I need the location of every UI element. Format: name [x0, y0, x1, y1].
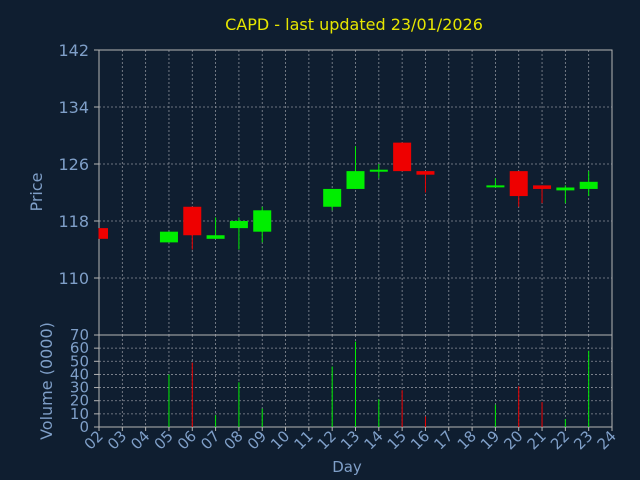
chart-title: CAPD - last updated 23/01/2026: [225, 15, 483, 34]
candle: [556, 185, 575, 204]
candle-body: [99, 228, 108, 239]
x-tick-label: 09: [244, 427, 270, 453]
volume-tick-label: 20: [70, 392, 89, 410]
candle: [416, 171, 435, 193]
x-tick-label: 12: [314, 427, 340, 453]
candle-body: [533, 185, 552, 189]
x-tick-label: 07: [197, 427, 223, 453]
x-tick-label: 14: [360, 427, 386, 453]
x-tick-label: 11: [290, 427, 316, 453]
price-panel-frame: [98, 49, 613, 336]
x-tick-label: 08: [221, 427, 247, 453]
candle: [229, 217, 248, 250]
candle: [98, 228, 108, 239]
price-tick-label: 118: [58, 212, 89, 231]
volume-tick-label: 10: [70, 405, 89, 423]
price-tick-label: 142: [58, 41, 89, 60]
volume-tick-label: 0: [79, 418, 89, 436]
volume-tick-label: 60: [70, 339, 89, 357]
candle-body: [253, 210, 272, 232]
x-tick-label: 24: [594, 427, 620, 453]
x-tick-label: 04: [127, 427, 153, 453]
volume-tick-label: 30: [70, 379, 89, 397]
x-tick-label: 03: [104, 427, 130, 453]
x-tick-label: 22: [547, 427, 573, 453]
candle: [393, 142, 412, 172]
candle-body: [369, 169, 388, 172]
price-axis-label: Price: [27, 172, 46, 211]
candle-body: [229, 221, 248, 229]
x-tick-label: 21: [524, 427, 550, 453]
price-axis-ticks: 142 134 126 118 110: [58, 41, 99, 288]
candle-body: [206, 235, 225, 239]
candles: [98, 142, 598, 250]
candle: [323, 188, 342, 211]
x-tick-label: 20: [500, 427, 526, 453]
candle: [579, 171, 598, 197]
volume-bars: [168, 341, 590, 427]
candle-body: [346, 171, 365, 189]
x-axis-ticks: 0203040506070809101112131415161718192021…: [81, 427, 620, 453]
candle-body: [556, 187, 575, 191]
candle: [369, 164, 388, 179]
candle: [533, 185, 552, 204]
price-tick-label: 110: [58, 269, 89, 288]
x-tick-label: 23: [570, 427, 596, 453]
candle: [509, 171, 528, 207]
volume-tick-label: 70: [70, 326, 89, 344]
x-tick-label: 05: [151, 427, 177, 453]
volume-axis-label: Volume (0000): [37, 322, 56, 440]
volume-tick-label: 40: [70, 365, 89, 383]
x-tick-label: 15: [384, 427, 410, 453]
candle: [159, 231, 178, 243]
candle: [346, 146, 365, 189]
candle-body: [486, 185, 505, 188]
price-tick-label: 126: [58, 155, 89, 174]
candle-body: [183, 206, 202, 236]
volume-tick-label: 50: [70, 352, 89, 370]
candle-body: [579, 181, 598, 189]
price-panel-grid: [99, 50, 612, 335]
x-tick-label: 17: [430, 427, 456, 453]
candle-body: [323, 188, 342, 207]
x-tick-label: 13: [337, 427, 363, 453]
candle-body: [416, 171, 435, 175]
x-tick-label: 19: [477, 427, 503, 453]
x-axis-label: Day: [332, 458, 362, 476]
candle: [486, 178, 505, 188]
candle: [206, 217, 225, 239]
candle-body: [159, 231, 178, 243]
candle: [183, 206, 202, 250]
candle: [253, 206, 272, 243]
x-tick-label: 18: [454, 427, 480, 453]
x-tick-label: 06: [174, 427, 200, 453]
candle-body: [393, 142, 412, 172]
price-tick-label: 134: [58, 98, 89, 117]
candle-body: [509, 171, 528, 197]
x-tick-label: 10: [267, 427, 293, 453]
x-tick-label: 16: [407, 427, 433, 453]
